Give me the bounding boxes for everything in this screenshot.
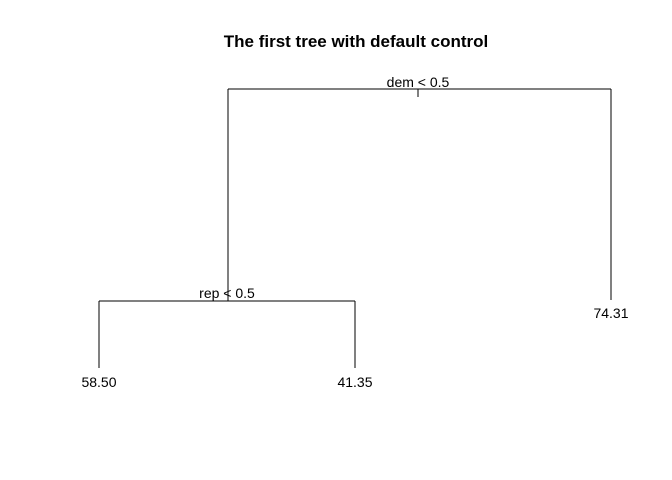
leaf-value-left-right: 41.35	[337, 374, 372, 390]
left-split: rep < 0.5	[98, 285, 356, 368]
leaf-value-right: 74.31	[593, 305, 628, 321]
root-split: dem < 0.5	[227, 74, 612, 301]
diagram-title: The first tree with default control	[224, 32, 488, 51]
leaf-value-left-left: 58.50	[81, 374, 116, 390]
left-split-label: rep < 0.5	[199, 285, 255, 301]
root-split-label: dem < 0.5	[387, 74, 450, 90]
